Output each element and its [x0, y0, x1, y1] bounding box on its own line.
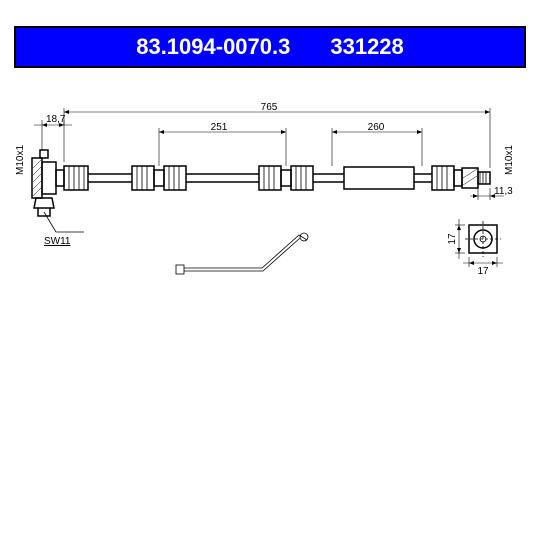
svg-text:251: 251 [211, 122, 228, 133]
svg-text:11,3: 11,3 [494, 186, 513, 197]
ferrule-3 [259, 166, 313, 190]
left-fitting [32, 150, 56, 216]
aux-shape [176, 233, 308, 274]
ferrule-1 [56, 166, 88, 190]
ref-number: 331228 [330, 34, 403, 60]
right-fitting [462, 168, 490, 188]
dim-765: 765 [64, 102, 490, 168]
end-view: 17 17 [447, 219, 503, 277]
ferrule-4 [432, 166, 462, 190]
thread-left-label: M10x1 [15, 145, 26, 175]
svg-text:260: 260 [368, 122, 385, 133]
header-bar: 83.1094-0070.3 331228 [14, 26, 526, 68]
dim-260: 260 [332, 122, 422, 166]
wrench-label: SW11 [44, 236, 71, 247]
svg-text:17: 17 [477, 266, 489, 277]
technical-drawing: M10x1 SW11 [14, 100, 526, 360]
sleeve [344, 167, 414, 189]
thread-right-label: M10x1 [504, 145, 515, 175]
svg-text:765: 765 [261, 102, 278, 113]
svg-text:17: 17 [447, 233, 458, 245]
ferrule-2 [132, 166, 186, 190]
part-number: 83.1094-0070.3 [136, 34, 290, 60]
dim-251: 251 [159, 122, 286, 166]
svg-text:18,7: 18,7 [46, 114, 66, 125]
